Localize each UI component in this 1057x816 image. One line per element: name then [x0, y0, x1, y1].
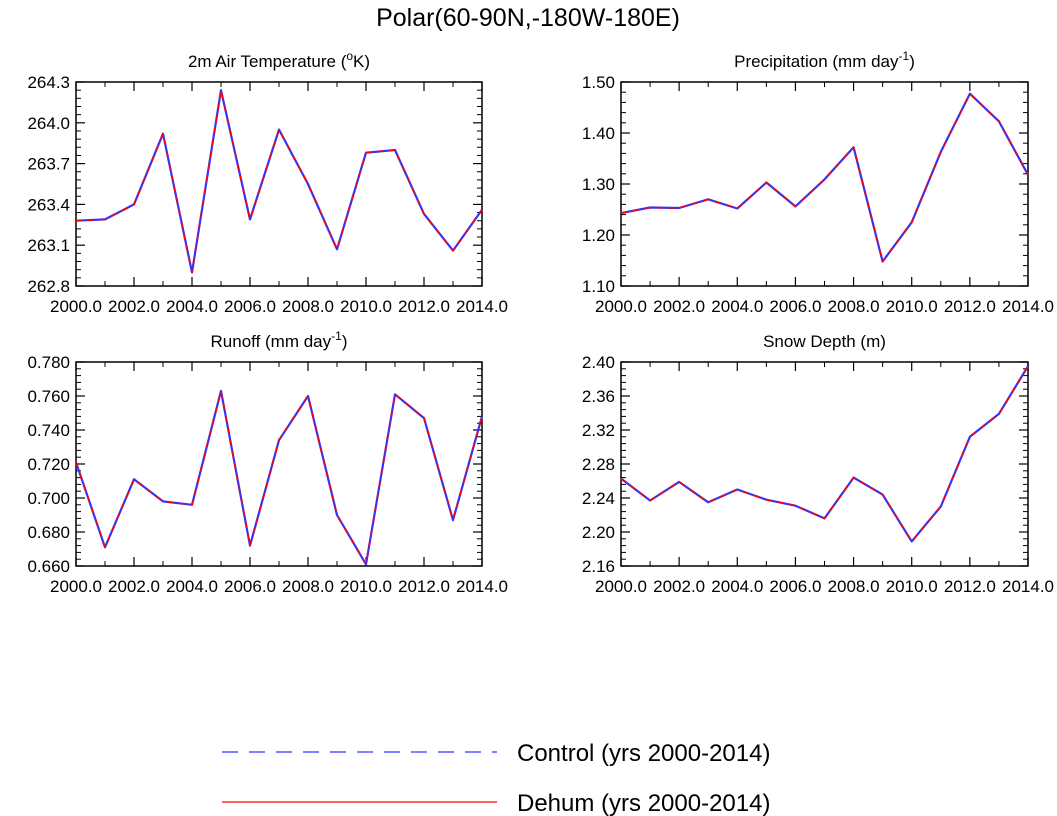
panel-title: Precipitation (mm day-1) — [734, 49, 915, 71]
series-control-line — [75, 89, 483, 274]
x-tick-label: 2008.0 — [828, 577, 880, 596]
y-tick-label: 2.24 — [582, 489, 615, 508]
y-tick-label: 0.680 — [27, 523, 70, 542]
figure-title: Polar(60-90N,-180W-180E) — [376, 4, 680, 32]
y-tick-label: 0.760 — [27, 387, 70, 406]
x-tick-label: 2002.0 — [108, 577, 160, 596]
x-tick-label: 2002.0 — [653, 297, 705, 316]
series-control-line — [620, 365, 1029, 543]
plot-frame — [75, 81, 483, 287]
x-tick-label: 2010.0 — [886, 297, 938, 316]
x-tick-label: 2000.0 — [595, 577, 647, 596]
series-control-line — [74, 389, 484, 566]
plot-frame — [620, 81, 1029, 287]
y-tick-label: 264.0 — [27, 114, 70, 133]
chart-panel-4: Snow Depth (m) 2.16 2.20 2.24 2.28 2.32 2.36 2.… — [582, 332, 1054, 596]
y-tick-label: 2.28 — [582, 455, 615, 474]
legend-control-label: Control (yrs 2000-2014) — [517, 740, 770, 767]
y-tick-label: 0.700 — [27, 489, 70, 508]
x-tick-label: 2004.0 — [711, 577, 763, 596]
x-tick-label: 2010.0 — [886, 577, 938, 596]
y-tick-label: 1.50 — [582, 73, 615, 92]
y-tick-label: 263.1 — [27, 236, 70, 255]
x-tick-label: 2012.0 — [944, 577, 996, 596]
y-tick-label: 0.780 — [27, 353, 70, 372]
x-tick-label: 2006.0 — [769, 297, 821, 316]
x-tick-label: 2000.0 — [50, 577, 102, 596]
y-tick-label: 0.740 — [27, 421, 70, 440]
panel-title: Runoff (mm day-1) — [211, 329, 348, 351]
y-tick-label: 0.660 — [27, 557, 70, 576]
y-tick-label: 2.36 — [582, 387, 615, 406]
x-tick-label: 2010.0 — [340, 297, 392, 316]
chart-panel-3: Runoff (mm day-1) 0.660 0.680 0.700 0.720 0.7… — [27, 329, 508, 596]
y-tick-label: 264.3 — [27, 73, 70, 92]
x-tick-label: 2008.0 — [282, 297, 334, 316]
x-tick-label: 2012.0 — [944, 297, 996, 316]
x-tick-label: 2008.0 — [282, 577, 334, 596]
x-tick-label: 2008.0 — [828, 297, 880, 316]
plot-frame — [620, 361, 1029, 567]
x-tick-label: 2004.0 — [166, 577, 218, 596]
panel-title: 2m Air Temperature (oK) — [188, 49, 370, 71]
x-tick-label: 2006.0 — [224, 577, 276, 596]
y-tick-label: 262.8 — [27, 277, 70, 296]
x-tick-label: 2006.0 — [224, 297, 276, 316]
series-control-line — [620, 92, 1029, 263]
series-dehum-line — [620, 365, 1029, 543]
y-tick-label: 1.10 — [582, 277, 615, 296]
y-tick-label: 1.30 — [582, 175, 615, 194]
y-tick-label: 0.720 — [27, 455, 70, 474]
x-tick-label: 2004.0 — [166, 297, 218, 316]
chart-panel-1: 2m Air Temperature (oK) 262.8 263.1 263.4 26… — [27, 49, 508, 316]
x-tick-label: 2006.0 — [769, 577, 821, 596]
x-tick-label: 2002.0 — [653, 577, 705, 596]
y-tick-label: 2.32 — [582, 421, 615, 440]
x-tick-label: 2014.0 — [1002, 577, 1054, 596]
x-tick-label: 2002.0 — [108, 297, 160, 316]
legend-dehum-label: Dehum (yrs 2000-2014) — [517, 790, 770, 816]
x-tick-label: 2014.0 — [456, 577, 508, 596]
legend: Control (yrs 2000-2014) Dehum (yrs 2000-… — [222, 740, 770, 816]
series-dehum-line — [75, 89, 483, 274]
y-tick-label: 1.40 — [582, 124, 615, 143]
x-tick-label: 2004.0 — [711, 297, 763, 316]
y-tick-label: 2.40 — [582, 353, 615, 372]
x-tick-label: 2012.0 — [398, 577, 450, 596]
y-tick-label: 2.16 — [582, 557, 615, 576]
chart-panel-2: Precipitation (mm day-1) 1.10 1.20 1.30 1.40… — [582, 49, 1054, 316]
y-tick-label: 1.20 — [582, 226, 615, 245]
y-tick-label: 263.4 — [27, 195, 70, 214]
y-tick-label: 263.7 — [27, 155, 70, 174]
x-tick-label: 2012.0 — [398, 297, 450, 316]
x-tick-label: 2014.0 — [1002, 297, 1054, 316]
x-tick-label: 2010.0 — [340, 577, 392, 596]
panels: 2m Air Temperature (oK) 262.8 263.1 263.4 26… — [27, 49, 1054, 596]
y-tick-label: 2.20 — [582, 523, 615, 542]
x-tick-label: 2014.0 — [456, 297, 508, 316]
x-tick-label: 2000.0 — [50, 297, 102, 316]
panel-title: Snow Depth (m) — [763, 332, 886, 351]
series-dehum-line — [620, 92, 1029, 263]
plot-frame — [75, 361, 483, 567]
x-tick-label: 2000.0 — [595, 297, 647, 316]
series-dehum-line — [75, 390, 483, 566]
